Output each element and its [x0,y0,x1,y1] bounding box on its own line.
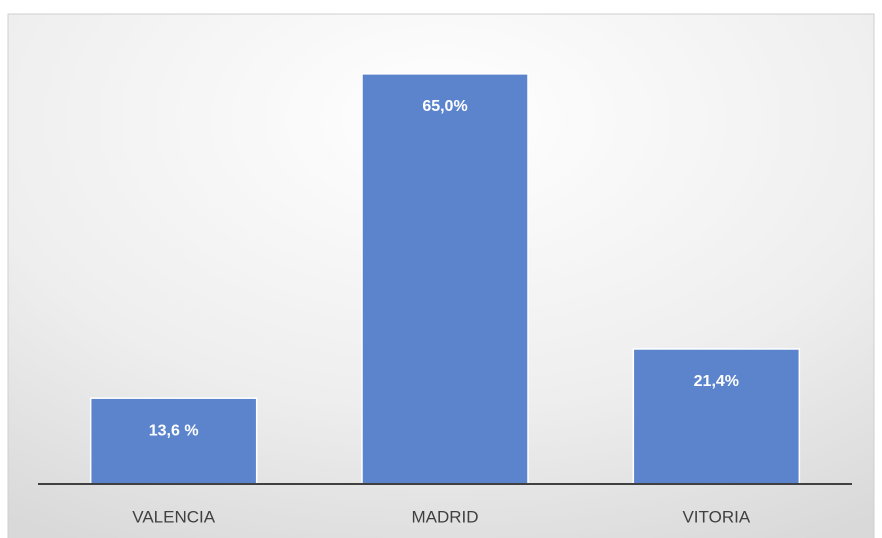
value-label: 13,6 % [149,422,199,439]
x-tick-label: VITORIA [682,507,750,526]
x-tick-label: VALENCIA [132,507,215,526]
value-label: 65,0% [422,98,467,115]
bar [361,73,529,485]
bar [632,348,801,485]
bar [89,397,258,485]
x-tick-label: MADRID [411,507,478,526]
value-label: 21,4% [694,373,739,390]
